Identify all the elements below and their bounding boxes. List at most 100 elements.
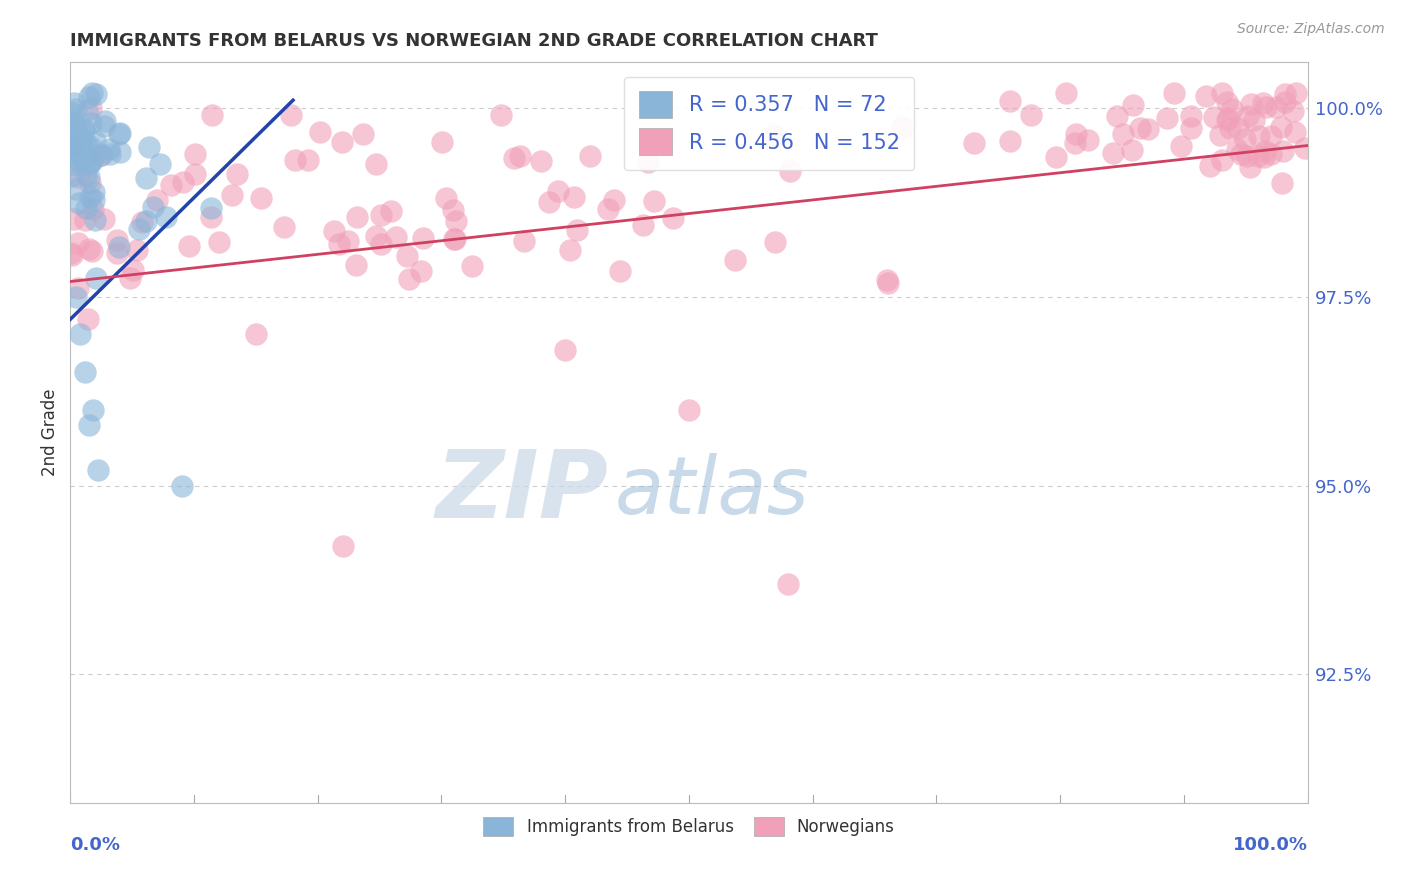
Point	[1209, 128, 1232, 142]
Point	[332, 136, 354, 150]
Point	[332, 539, 354, 553]
Point	[380, 203, 402, 218]
Point	[1284, 125, 1306, 139]
Point	[200, 201, 222, 215]
Point	[1000, 94, 1022, 108]
Point	[69, 133, 91, 147]
Point	[1282, 104, 1305, 119]
Point	[609, 264, 631, 278]
Point	[1202, 110, 1225, 124]
Point	[69, 327, 91, 342]
Point	[59, 134, 82, 148]
Point	[221, 188, 243, 202]
Point	[70, 143, 93, 157]
Point	[69, 141, 91, 155]
Point	[1211, 86, 1233, 100]
Point	[430, 135, 453, 149]
Point	[63, 127, 86, 141]
Point	[444, 213, 467, 227]
Point	[1272, 145, 1295, 159]
Point	[1136, 121, 1159, 136]
Point	[763, 128, 786, 143]
Point	[79, 90, 101, 104]
Point	[631, 219, 654, 233]
Point	[554, 343, 576, 357]
Point	[79, 190, 101, 204]
Point	[724, 253, 747, 268]
Point	[62, 114, 84, 128]
Point	[602, 193, 624, 207]
Point	[70, 134, 93, 148]
Point	[509, 149, 531, 163]
Point	[75, 137, 97, 152]
Point	[1227, 121, 1250, 136]
Point	[1234, 131, 1257, 145]
Point	[411, 263, 433, 277]
Point	[67, 236, 90, 251]
Point	[250, 191, 273, 205]
Point	[172, 176, 194, 190]
Point	[537, 194, 560, 209]
Point	[963, 136, 986, 150]
Point	[1211, 153, 1233, 167]
Point	[159, 178, 181, 192]
Point	[80, 244, 103, 258]
Point	[1218, 111, 1240, 125]
Point	[1077, 133, 1099, 147]
Point	[128, 221, 150, 235]
Point	[80, 116, 103, 130]
Point	[662, 211, 685, 225]
Point	[245, 327, 267, 342]
Point	[1101, 145, 1123, 160]
Point	[284, 153, 307, 168]
Point	[75, 365, 97, 379]
Point	[131, 215, 153, 229]
Point	[1239, 160, 1261, 174]
Point	[79, 176, 101, 190]
Point	[1265, 100, 1288, 114]
Point	[62, 146, 84, 161]
Point	[297, 153, 319, 167]
Point	[309, 125, 332, 139]
Point	[69, 146, 91, 161]
Point	[1129, 121, 1152, 136]
Point	[69, 131, 91, 145]
Point	[1237, 109, 1260, 123]
Y-axis label: 2nd Grade: 2nd Grade	[41, 389, 59, 476]
Point	[1180, 121, 1202, 136]
Point	[201, 108, 224, 122]
Point	[1274, 95, 1296, 109]
Point	[1251, 95, 1274, 110]
Point	[1064, 128, 1087, 142]
Point	[1260, 129, 1282, 144]
Point	[226, 167, 249, 181]
Point	[107, 240, 129, 254]
Point	[1198, 159, 1220, 173]
Point	[443, 232, 465, 246]
Point	[598, 202, 620, 216]
Point	[72, 153, 94, 167]
Point	[1230, 146, 1253, 161]
Point	[876, 276, 898, 290]
Point	[1064, 136, 1087, 150]
Point	[1253, 150, 1275, 164]
Point	[93, 212, 115, 227]
Point	[776, 576, 799, 591]
Point	[370, 237, 392, 252]
Point	[135, 171, 157, 186]
Point	[84, 270, 107, 285]
Point	[82, 154, 104, 169]
Point	[344, 258, 367, 272]
Point	[385, 230, 408, 244]
Text: IMMIGRANTS FROM BELARUS VS NORWEGIAN 2ND GRADE CORRELATION CHART: IMMIGRANTS FROM BELARUS VS NORWEGIAN 2ND…	[70, 32, 879, 50]
Point	[86, 463, 108, 477]
Point	[366, 157, 388, 171]
Point	[82, 403, 104, 417]
Point	[65, 120, 87, 135]
Point	[73, 153, 96, 168]
Point	[75, 153, 97, 167]
Point	[59, 169, 82, 183]
Point	[1294, 141, 1316, 155]
Point	[208, 235, 231, 250]
Point	[890, 120, 912, 135]
